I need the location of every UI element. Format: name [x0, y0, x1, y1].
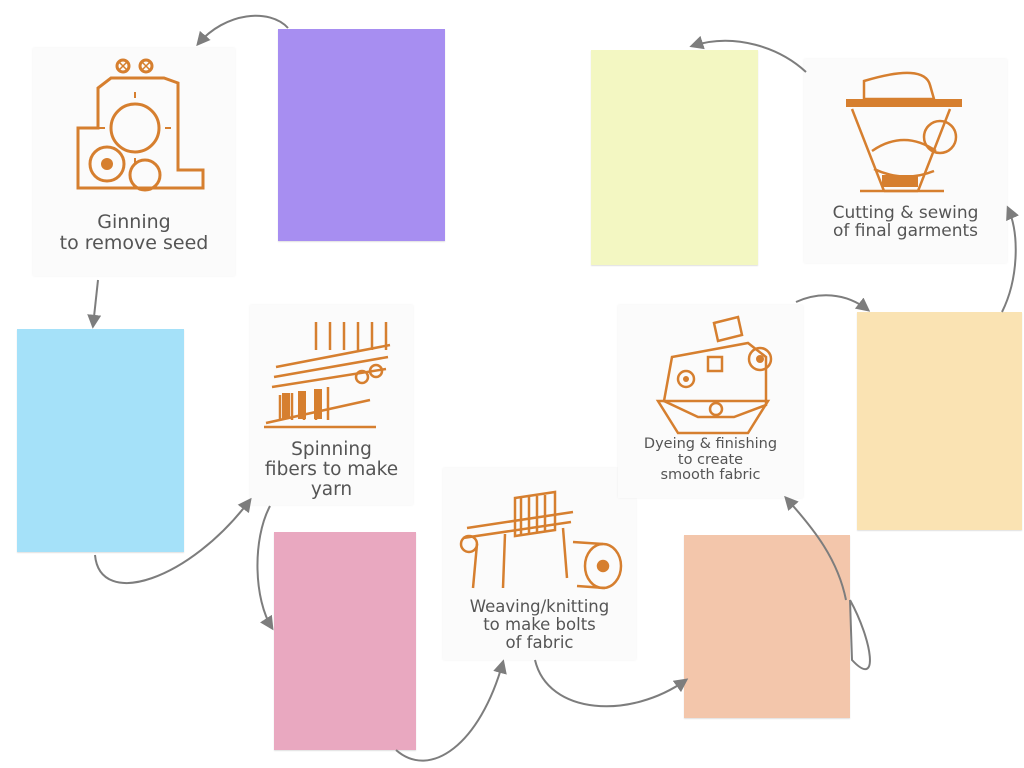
sewing-machine-icon	[846, 71, 962, 193]
pink-note[interactable]	[274, 532, 416, 750]
arrow-pink-to-weaving	[395, 659, 507, 762]
step-card-spinning: Spinning fibers to make yarn	[250, 305, 413, 505]
arrow-blue-to-spinning	[94, 497, 252, 584]
arrow-dyeing-to-lightorange	[795, 294, 871, 312]
arrow-spinning-to-pink	[256, 505, 274, 631]
step-label-line: of fabric	[505, 632, 574, 652]
step-label-line: yarn	[310, 478, 353, 500]
step-label-line: of final garments	[832, 221, 979, 242]
arrow-weaving-to-peach	[534, 659, 689, 708]
step-card-weaving: Weaving/knitting to make bolts of fabric	[443, 468, 636, 660]
step-label-line: smooth fabric	[660, 467, 761, 484]
step-label-line: Dyeing & finishing	[643, 436, 778, 452]
blue-note[interactable]	[17, 329, 184, 552]
step-label-line: to create	[677, 451, 744, 468]
arrow-lightorange-to-sewing	[1001, 205, 1019, 313]
step-label-line: Spinning	[291, 439, 372, 460]
arrow-sewing-to-yellowgreen	[689, 35, 807, 73]
step-card-ginning: Ginning to remove seed	[33, 48, 235, 276]
step-label-line: Ginning	[97, 211, 171, 233]
ginning-machine-icon	[76, 58, 205, 192]
peach-note[interactable]	[684, 535, 850, 718]
arrow-peach-to-dyeing	[786, 498, 871, 670]
spinning-frame-icon	[264, 322, 391, 429]
step-card-dyeing: Dyeing & finishing to create smooth fabr…	[618, 305, 803, 498]
purple-note[interactable]	[278, 29, 445, 241]
yellow-green-note[interactable]	[591, 50, 758, 265]
loom-icon	[459, 490, 623, 590]
dyeing-machine-icon	[655, 315, 773, 435]
step-label-line: Cutting & sewing	[832, 203, 979, 223]
step-label-line: fibers to make	[264, 458, 399, 480]
step-card-sewing: Cutting & sewing of final garments	[804, 59, 1007, 263]
light-orange-note[interactable]	[857, 312, 1022, 530]
arrow-ginning-to-blue	[87, 279, 102, 329]
step-label-line: to remove seed	[59, 231, 209, 254]
step-label-line: to make bolts	[483, 614, 596, 634]
arrow-purple-to-ginning	[196, 14, 289, 47]
step-label-line: Weaving/knitting	[469, 597, 610, 616]
